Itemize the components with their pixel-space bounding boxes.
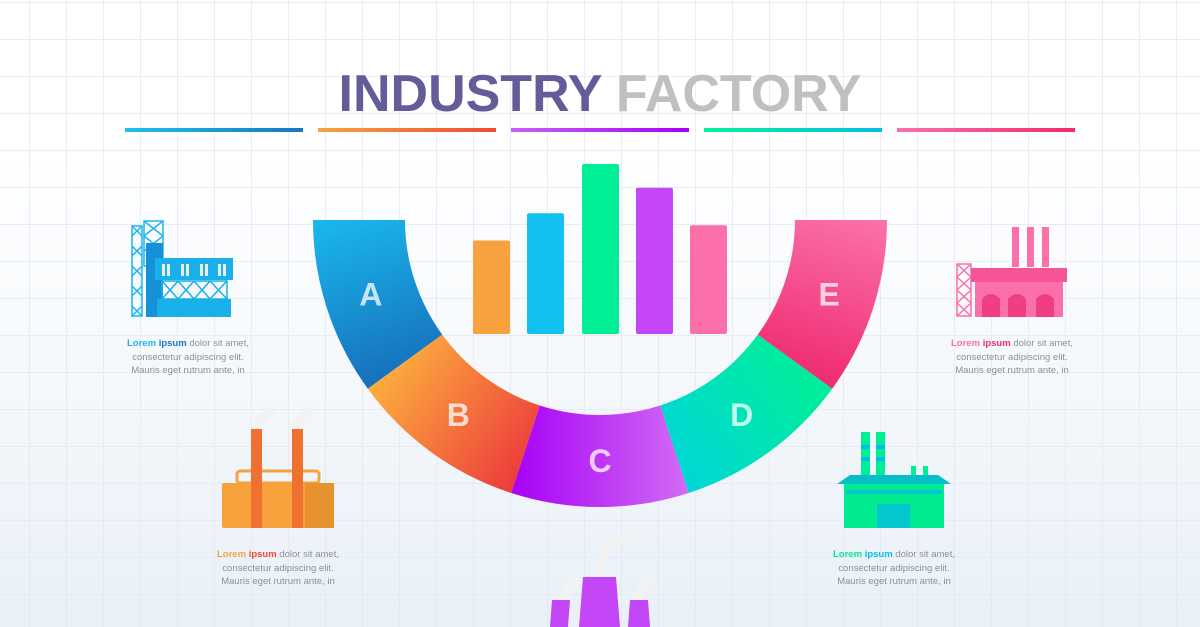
segment-c (511, 405, 689, 508)
segment-label-c: C (588, 443, 611, 479)
desc-d-rest: dolor sit amet, (892, 549, 955, 560)
desc-b-word2: ipsum (248, 549, 277, 560)
desc-a-line2: consectetur adipiscing elit. (132, 351, 244, 363)
underline-blue (125, 128, 303, 132)
desc-e-rest: dolor sit amet, (1010, 338, 1073, 349)
desc-b-line3: Mauris eget rutrum ante, in (221, 576, 335, 587)
underline-pink (897, 128, 1075, 132)
desc-e-line2: consectetur adipiscing elit. (956, 351, 1068, 363)
bar-group (473, 164, 727, 334)
bar-4 (636, 187, 673, 334)
underline-purple (511, 128, 689, 132)
segment-label-e: E (819, 276, 840, 312)
description-e: Lorem ipsum dolor sit amet, consectetur … (932, 337, 1092, 378)
segment-label-b: B (447, 397, 470, 433)
bar-5 (690, 225, 727, 334)
factory-pink-icon (956, 227, 1067, 317)
desc-b-rest: dolor sit amet, (276, 549, 339, 560)
description-d: Lorem ipsum dolor sit amet, consectetur … (814, 548, 974, 589)
title-part-factory: FACTORY (615, 65, 862, 123)
underline-orange (318, 128, 496, 132)
segment-a (313, 220, 443, 389)
page-title: INDUSTRY FACTORY (0, 64, 1200, 124)
description-a: Lorem ipsum dolor sit amet, consectetur … (108, 337, 268, 378)
desc-b-word1: Lorem (217, 549, 247, 560)
description-b: Lorem ipsum dolor sit amet, consectetur … (198, 548, 358, 589)
bar-1 (473, 240, 510, 334)
desc-d-word2: ipsum (864, 549, 893, 560)
desc-b-line2: consectetur adipiscing elit. (222, 562, 334, 574)
bar-2 (527, 213, 564, 334)
segment-label-a: A (359, 276, 382, 312)
desc-a-rest: dolor sit amet, (186, 338, 249, 349)
segment-e (757, 220, 887, 389)
factory-green-icon (837, 432, 951, 528)
desc-a-word2: ipsum (158, 338, 187, 349)
desc-a-line3: Mauris eget rutrum ante, in (131, 365, 245, 376)
desc-e-word2: ipsum (982, 338, 1011, 349)
factory-purple-icon (550, 533, 657, 627)
semicircle-ring: A B C D E (313, 220, 887, 508)
segment-d (660, 334, 833, 493)
desc-e-word1: Lorem (951, 338, 981, 349)
bar-3 (582, 164, 619, 334)
desc-a-word1: Lorem (127, 338, 157, 349)
segment-label-d: D (730, 397, 753, 433)
underline-green (704, 128, 882, 132)
segment-b (367, 334, 540, 493)
desc-d-word1: Lorem (833, 549, 863, 560)
factory-orange-icon (222, 409, 334, 528)
desc-e-line3: Mauris eget rutrum ante, in (955, 365, 1069, 376)
title-part-industry: INDUSTRY (338, 65, 602, 123)
factory-blue-icon (131, 220, 233, 317)
desc-d-line3: Mauris eget rutrum ante, in (837, 576, 951, 587)
desc-d-line2: consectetur adipiscing elit. (838, 562, 950, 574)
